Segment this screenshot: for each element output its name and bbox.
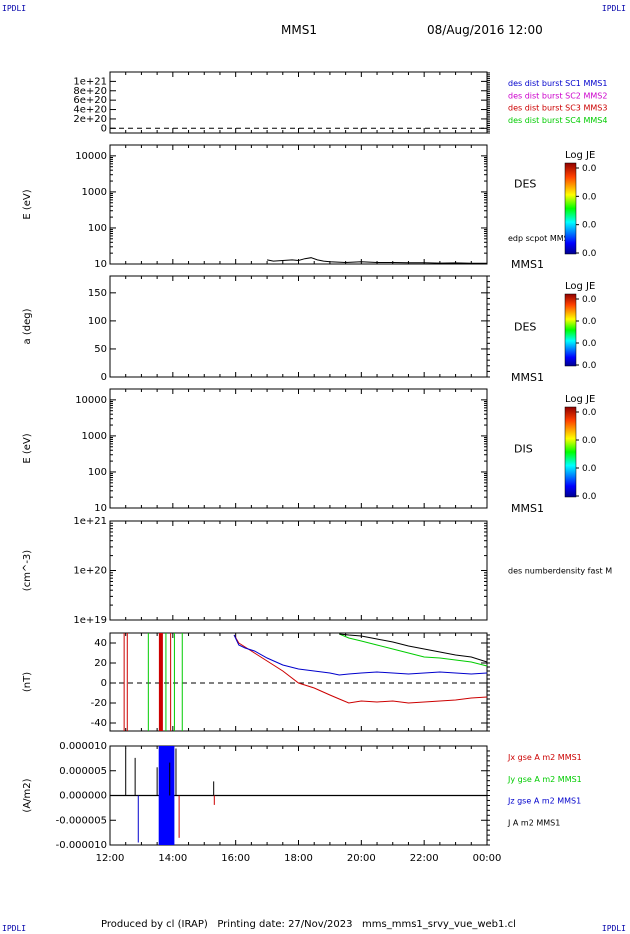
y-tick-label: 0 xyxy=(101,372,107,383)
legend-entry: Jz gse A m2 MMS1 xyxy=(507,797,581,806)
y-axis-label-des-energy: E (eV) xyxy=(22,189,33,219)
y-tick-label: 100 xyxy=(88,467,107,478)
datetime-title: 08/Aug/2016 12:00 xyxy=(427,23,543,37)
colorbar-tick-label: 0.0 xyxy=(582,164,597,174)
y-axis-label-des-pitch-angle: a (deg) xyxy=(22,308,33,344)
y-tick-label: -0.000010 xyxy=(56,840,107,851)
y-tick-label: 0 xyxy=(101,678,107,689)
y-tick-label: 8e+20 xyxy=(73,86,107,97)
time-tick-label: 12:00 xyxy=(96,853,125,864)
panel-frame-des-energy xyxy=(109,144,488,265)
spacecraft-sub-label: MMS1 xyxy=(511,258,544,271)
legend-entry: des numberdensity fast M xyxy=(508,567,612,576)
y-tick-label: 4e+20 xyxy=(73,105,107,116)
time-tick-label: 14:00 xyxy=(158,853,187,864)
y-tick-label: 50 xyxy=(94,344,107,355)
legend-entry: des dist burst SC4 MMS4 xyxy=(508,116,607,125)
time-tick-label: 16:00 xyxy=(221,853,250,864)
y-tick-label: 40 xyxy=(94,638,107,649)
y-tick-label: 0.000010 xyxy=(59,741,107,752)
colorbar-title: Log JE xyxy=(565,150,595,161)
y-tick-label: 1e+20 xyxy=(73,566,107,577)
y-tick-label: 100 xyxy=(88,316,107,327)
time-tick-label: 22:00 xyxy=(410,853,439,864)
corner-label-bottom-left: IPDLI xyxy=(2,924,27,933)
y-tick-label: 2e+20 xyxy=(73,114,107,125)
colorbar-tick-label: 0.0 xyxy=(582,492,597,502)
y-tick-label: -20 xyxy=(91,698,107,709)
spacecraft-sub-label: MMS1 xyxy=(511,502,544,515)
corner-label-top-left: IPDLI xyxy=(2,4,27,13)
colorbar-tick-label: 0.0 xyxy=(582,221,597,231)
legend-entry: J A m2 MMS1 xyxy=(507,818,560,827)
colorbar-tick-label: 0.0 xyxy=(582,192,597,202)
y-tick-label: 1000 xyxy=(82,431,107,442)
legend-entry: Jy gse A m2 MMS1 xyxy=(507,775,582,784)
series-line xyxy=(339,633,488,663)
y-tick-label: 6e+20 xyxy=(73,95,107,106)
colorbar-tick-label: 0.0 xyxy=(582,295,597,305)
y-tick-label: 1e+21 xyxy=(73,76,107,87)
y-axis-label-dis-energy: E (eV) xyxy=(22,433,33,463)
colorbar-tick-label: 0.0 xyxy=(582,249,597,259)
colorbar xyxy=(564,406,577,498)
colorbar-tick-label: 0.0 xyxy=(582,317,597,327)
time-tick-label: 20:00 xyxy=(347,853,376,864)
colorbar-tick-label: 0.0 xyxy=(582,361,597,371)
overlay-legend: edp scpot MMS1 xyxy=(508,234,574,243)
legend-entry: Jx gse A m2 MMS1 xyxy=(507,753,582,762)
colorbar-tick-label: 0.0 xyxy=(582,408,597,418)
time-tick-label: 00:00 xyxy=(473,853,502,864)
y-tick-label: 1e+19 xyxy=(73,615,107,626)
spacecraft-sub-label: MMS1 xyxy=(511,371,544,384)
corner-label-top-right: IPDLI xyxy=(601,4,626,13)
instrument-label-des-energy: DES xyxy=(514,178,536,191)
colorbar xyxy=(564,162,577,255)
y-tick-label: 1e+21 xyxy=(73,516,107,527)
colorbar-tick-label: 0.0 xyxy=(582,464,597,474)
y-tick-label: 10 xyxy=(94,259,107,270)
y-tick-label: 10000 xyxy=(75,395,107,406)
instrument-label-dis-energy: DIS xyxy=(514,443,533,456)
y-tick-label: 1000 xyxy=(82,187,107,198)
y-tick-label: 20 xyxy=(94,658,107,669)
y-tick-label: -40 xyxy=(91,718,107,729)
colorbar-title: Log JE xyxy=(565,281,595,292)
legend-entry: des dist burst SC1 MMS1 xyxy=(508,79,607,88)
jz-blue-band xyxy=(158,746,175,845)
scpot-overlay-line xyxy=(267,257,487,264)
panel-frame-des-dist-burst xyxy=(109,71,488,134)
y-axis-label-fgm-b: (nT) xyxy=(22,672,33,692)
y-tick-label: -0.000005 xyxy=(56,815,107,826)
panel-frame-des-density xyxy=(109,520,488,621)
time-tick-label: 18:00 xyxy=(284,853,313,864)
panel-frame-des-pitch-angle xyxy=(109,275,488,378)
legend-entry: des dist burst SC2 MMS2 xyxy=(508,91,607,100)
series-line xyxy=(233,634,488,676)
panel-frame-dis-energy xyxy=(109,388,488,509)
corner-label-bottom-right: IPDLI xyxy=(601,924,626,933)
y-tick-label: 10 xyxy=(94,503,107,514)
y-axis-label-current-density: (A/m2) xyxy=(22,778,33,812)
footer-text: Produced by cl (IRAP) Printing date: 27/… xyxy=(101,919,516,930)
series-line xyxy=(233,634,488,704)
instrument-label-des-pitch-angle: DES xyxy=(514,321,536,334)
y-tick-label: 0.000005 xyxy=(59,766,107,777)
series-line xyxy=(339,633,488,667)
y-tick-label: 0.000000 xyxy=(59,791,107,802)
y-tick-label: 100 xyxy=(88,223,107,234)
legend-entry: des dist burst SC3 MMS3 xyxy=(508,104,607,113)
colorbar xyxy=(564,293,577,367)
y-tick-label: 150 xyxy=(88,288,107,299)
y-tick-label: 0 xyxy=(101,123,107,134)
colorbar-tick-label: 0.0 xyxy=(582,436,597,446)
colorbar-tick-label: 0.0 xyxy=(582,339,597,349)
spacecraft-title: MMS1 xyxy=(281,23,317,37)
colorbar-title: Log JE xyxy=(565,394,595,405)
y-axis-label-des-density: (cm^-3) xyxy=(22,550,33,591)
y-tick-label: 10000 xyxy=(75,151,107,162)
panel-frame-fgm-b xyxy=(109,632,488,732)
